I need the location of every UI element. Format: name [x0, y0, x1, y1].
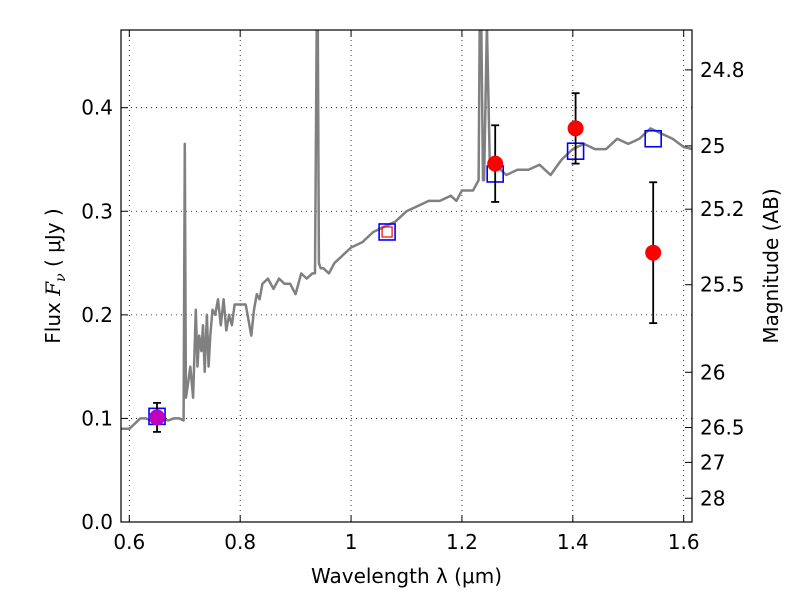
x-tick-label: 1	[345, 530, 358, 554]
x-axis-label: Wavelength λ (μm)	[311, 564, 502, 588]
y-tick-label: 0.3	[81, 199, 113, 223]
y2-axis-label: Magnitude (AB)	[759, 188, 783, 343]
y-tick-label: 0.2	[81, 303, 113, 327]
axis-ticks: 0.6 0.8 1 1.2 1.4 1.6 0.0 0.1 0.2 0.3 0.4 24.8 25 25.…	[81, 30, 745, 554]
observed-point	[567, 120, 584, 137]
y-tick-label: 0.4	[81, 96, 113, 120]
x-tick-label: 0.6	[113, 530, 145, 554]
y-axis-label-part: Flux	[41, 296, 65, 344]
x-tick-label: 1.2	[446, 530, 478, 554]
model-spectrum	[121, 30, 692, 431]
y-tick-label: 0.0	[81, 510, 113, 534]
observed-point	[381, 226, 393, 238]
y2-tick-label: 26	[700, 360, 725, 384]
y-axis-label-part: ( μJy )	[41, 208, 65, 273]
plot-frame	[120, 29, 693, 523]
y2-tick-label: 25	[700, 134, 725, 158]
y2-tick-label: 27	[700, 450, 725, 474]
y2-tick-label: 25.5	[700, 273, 745, 297]
y2-tick-label: 28	[700, 486, 725, 510]
x-tick-label: 0.8	[224, 530, 256, 554]
model-square-point	[378, 223, 396, 241]
grid-lines	[121, 30, 692, 523]
y2-tick-label: 24.8	[700, 58, 745, 82]
y2-tick-label: 26.5	[700, 416, 745, 440]
y-axis-label: Flux Fν ( μJy )	[41, 208, 69, 343]
model-square-point	[644, 129, 662, 148]
x-tick-label: 1.4	[557, 530, 589, 554]
observed-point	[645, 244, 662, 261]
y-axis-label-part: F	[41, 281, 65, 297]
spectrum-line	[121, 30, 692, 431]
observed-point	[149, 409, 166, 426]
y-tick-label: 0.1	[81, 406, 113, 430]
photometry-points	[148, 92, 662, 433]
observed-point	[487, 155, 504, 172]
y2-tick-label: 25.2	[700, 197, 745, 221]
x-tick-label: 1.6	[668, 530, 700, 554]
y-axis-label-part: ν	[53, 273, 69, 282]
